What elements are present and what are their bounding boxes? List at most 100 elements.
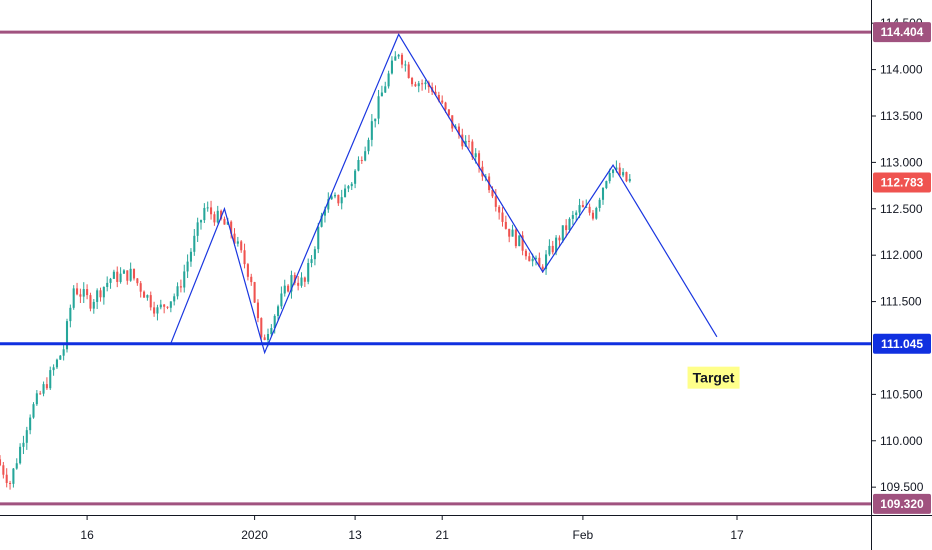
candle-body bbox=[0, 459, 2, 466]
y-tick-label: 114.000 bbox=[880, 63, 923, 77]
candle-body bbox=[139, 283, 142, 292]
price-tag-current: 112.783 bbox=[873, 172, 931, 193]
candle-body bbox=[122, 270, 125, 274]
candle-body bbox=[256, 302, 259, 319]
candle-body bbox=[136, 278, 139, 284]
price-tag-floor-label: 109.320 bbox=[880, 497, 924, 511]
candle-body bbox=[494, 196, 497, 207]
candle-body bbox=[39, 393, 42, 395]
candle-body bbox=[601, 187, 605, 200]
candle-body bbox=[538, 257, 541, 267]
candle-body bbox=[49, 370, 52, 389]
candle-body bbox=[12, 468, 15, 484]
candle-body bbox=[236, 241, 239, 244]
candle-body bbox=[149, 295, 152, 308]
candle-body bbox=[32, 404, 35, 418]
candle-body bbox=[293, 275, 296, 283]
candle-body bbox=[404, 64, 407, 66]
price-tag-resistance-label: 114.404 bbox=[881, 25, 924, 39]
candle-body bbox=[407, 64, 410, 79]
candle-body bbox=[615, 167, 618, 170]
candle-body bbox=[514, 229, 517, 247]
candle-body bbox=[380, 92, 383, 97]
candle-body bbox=[330, 196, 333, 200]
candle-body bbox=[89, 295, 92, 309]
candle-body bbox=[374, 118, 377, 122]
candle-body bbox=[350, 183, 353, 187]
candle-body bbox=[99, 290, 102, 298]
candle-body bbox=[42, 384, 45, 394]
candle-body bbox=[246, 264, 249, 277]
candle-body bbox=[203, 207, 206, 221]
y-tick-label: 112.500 bbox=[880, 202, 923, 216]
candle-body bbox=[22, 442, 25, 447]
y-tick-label: 109.500 bbox=[880, 480, 924, 494]
candle-body bbox=[471, 141, 474, 158]
candle-body bbox=[119, 273, 122, 282]
y-tick-label: 110.500 bbox=[880, 387, 923, 401]
candle-body bbox=[618, 167, 621, 176]
candle-body bbox=[15, 463, 18, 469]
candle-body bbox=[69, 307, 72, 322]
candle-body bbox=[96, 290, 99, 302]
candle-body bbox=[183, 271, 186, 288]
price-tag-support-label: 111.045 bbox=[881, 337, 923, 351]
candle-body bbox=[464, 140, 467, 147]
candle-body bbox=[347, 186, 350, 189]
candle-body bbox=[132, 268, 136, 279]
candle-body bbox=[595, 207, 598, 219]
candle-body bbox=[240, 241, 243, 251]
candle-body bbox=[310, 259, 313, 264]
candle-body bbox=[518, 235, 521, 247]
candle-body bbox=[551, 245, 554, 253]
candle-body bbox=[283, 285, 286, 294]
candle-body bbox=[565, 225, 568, 231]
candle-body bbox=[474, 153, 477, 158]
candle-body bbox=[397, 54, 400, 57]
price-tag-current-label: 112.783 bbox=[881, 176, 924, 190]
candle-body bbox=[159, 304, 162, 308]
price-tag-support-background bbox=[873, 333, 931, 354]
candle-body bbox=[608, 173, 611, 182]
candle-body bbox=[457, 126, 460, 135]
candle-body bbox=[528, 256, 531, 262]
candle-body bbox=[384, 86, 387, 93]
candle-body bbox=[612, 169, 615, 174]
candle-body bbox=[364, 151, 367, 161]
candle-body bbox=[387, 73, 390, 87]
candle-body bbox=[511, 229, 514, 237]
candle-body bbox=[116, 271, 119, 282]
candle-body bbox=[55, 359, 58, 368]
candle-body bbox=[233, 233, 236, 244]
candle-body bbox=[588, 206, 591, 213]
candle-body bbox=[156, 307, 159, 314]
candle-body bbox=[280, 293, 283, 307]
candle-body bbox=[250, 276, 253, 283]
candle-body bbox=[45, 384, 48, 389]
candle-body bbox=[199, 220, 203, 223]
candle-body bbox=[220, 210, 223, 219]
candle-body bbox=[230, 221, 233, 234]
candle-body bbox=[92, 301, 95, 309]
pattern-line bbox=[170, 33, 718, 355]
candle-body bbox=[437, 94, 440, 101]
candle-body bbox=[253, 282, 256, 303]
price-tag-floor: 109.320 bbox=[873, 493, 931, 514]
candle-body bbox=[169, 301, 172, 308]
candle-body bbox=[79, 294, 82, 297]
candle-body bbox=[354, 170, 357, 184]
candle-body bbox=[163, 304, 166, 307]
candle-body bbox=[25, 430, 28, 443]
candle-body bbox=[498, 206, 501, 213]
candle-body bbox=[303, 277, 306, 282]
candle-body bbox=[243, 250, 246, 265]
candle-body bbox=[605, 181, 608, 188]
candle-body bbox=[357, 159, 360, 171]
candle-body bbox=[504, 221, 507, 229]
candle-body bbox=[333, 194, 337, 197]
candle-body bbox=[19, 446, 22, 464]
candle-body bbox=[461, 134, 464, 147]
candle-body bbox=[581, 205, 584, 208]
